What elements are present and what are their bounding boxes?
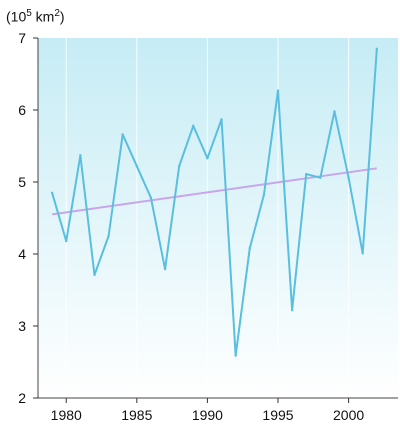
data-point-1986 [150,197,152,199]
data-point-1983 [107,235,109,237]
data-point-1997 [305,173,307,175]
data-point-1982 [93,274,95,276]
data-point-1995 [277,89,279,91]
y-tick-label-5: 5 [18,174,26,190]
x-tick-label-1995: 1995 [262,407,293,423]
data-point-1998 [319,176,321,178]
data-point-1981 [79,154,81,156]
data-point-1987 [164,268,166,270]
plot-background [38,38,398,398]
y-tick-label-6: 6 [18,102,26,118]
y-tick-label-3: 3 [18,318,26,334]
data-point-1989 [192,125,194,127]
data-point-1984 [122,133,124,135]
data-point-1994 [263,194,265,196]
data-point-1996 [291,309,293,311]
y-tick-label-2: 2 [18,390,26,406]
y-tick-label-4: 4 [18,246,26,262]
x-tick-label-1980: 1980 [51,407,82,423]
data-point-1993 [249,247,251,249]
y-tick-label-7: 7 [18,30,26,46]
data-point-1990 [206,157,208,159]
data-point-2000 [347,176,349,178]
x-tick-label-2000: 2000 [333,407,364,423]
data-point-2002 [376,48,378,50]
data-point-2001 [362,252,364,254]
data-point-1980 [65,240,67,242]
data-point-1992 [234,354,236,356]
x-tick-label-1990: 1990 [192,407,223,423]
data-point-1985 [136,165,138,167]
data-point-1979 [51,192,53,194]
data-point-1988 [178,165,180,167]
data-point-1999 [333,110,335,112]
x-tick-label-1985: 1985 [121,407,152,423]
data-point-1991 [220,118,222,120]
